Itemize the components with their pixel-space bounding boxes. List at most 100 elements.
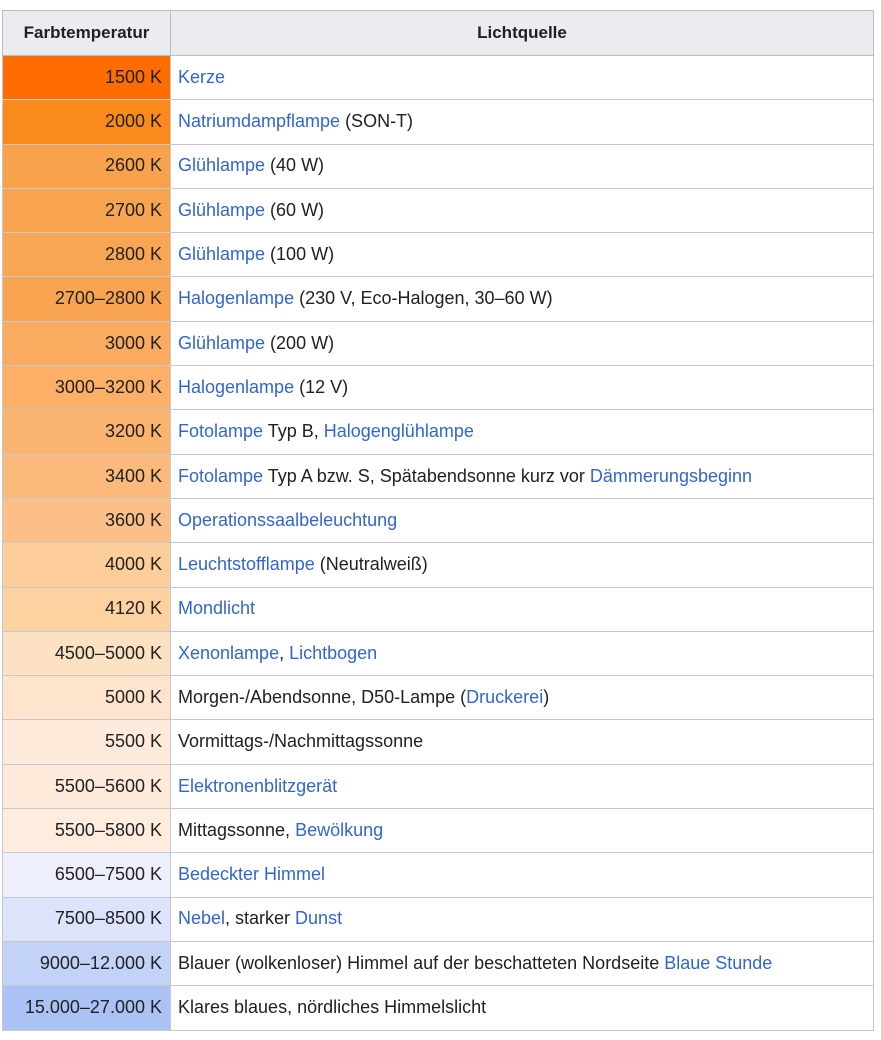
column-header-farbtemperatur: Farbtemperatur <box>2 10 171 56</box>
temp-cell: 3000–3200 K <box>2 365 171 411</box>
column-header-lichtquelle: Lichtquelle <box>170 10 874 56</box>
source-cell: Natriumdampflampe (SON-T) <box>170 99 874 145</box>
wiki-link[interactable]: Halogenglühlampe <box>323 421 474 442</box>
temp-cell: 3200 K <box>2 409 171 455</box>
wiki-link[interactable]: Mondlicht <box>178 598 256 619</box>
table-row: 5000 K Morgen-/Abendsonne, D50-Lampe (Dru… <box>2 675 874 721</box>
wiki-link[interactable]: Natriumdampflampe <box>178 111 341 132</box>
table-row: 1500 K Kerze <box>2 54 874 101</box>
temp-cell: 4120 K <box>2 586 171 632</box>
table-row: 7500–8500 K Nebel, starker Dunst <box>2 896 874 942</box>
source-cell: Glühlampe (100 W) <box>170 232 874 278</box>
wiki-link[interactable]: Nebel <box>178 908 226 929</box>
temp-cell: 2600 K <box>2 143 171 189</box>
table-row: 9000–12.000 K Blauer (wolkenloser) Himmel… <box>2 940 874 987</box>
temp-cell: 2700–2800 K <box>2 276 171 322</box>
table-row: 4000 K Leuchtstofflampe (Neutralweiß) <box>2 542 874 588</box>
plain-text: Vormittags-/Nachmittagssonne <box>178 731 424 752</box>
wiki-link[interactable]: Lichtbogen <box>289 642 378 663</box>
plain-text: Morgen-/Abendsonne, D50-Lampe ( <box>178 687 467 707</box>
plain-text: (100 W) <box>265 244 335 265</box>
source-cell: Morgen-/Abendsonne, D50-Lampe (Druckerei… <box>170 675 874 721</box>
temp-cell: 15.000–27.000 K <box>2 985 171 1031</box>
plain-text: (200 W) <box>265 332 335 353</box>
wiki-link[interactable]: Xenonlampe <box>178 642 280 663</box>
plain-text: , <box>279 642 290 663</box>
plain-text: (12 V) <box>294 376 349 397</box>
source-cell: Fotolampe Typ B, Halogenglühlampe <box>170 409 874 455</box>
wiki-link[interactable]: Operationssaalbeleuchtung <box>178 509 398 530</box>
wiki-link[interactable]: Bewölkung <box>295 819 384 840</box>
table-row: 3000–3200 K Halogenlampe (12 V) <box>2 365 874 411</box>
plain-text: (230 V, Eco-Halogen, 30–60 W) <box>294 288 553 309</box>
wiki-link[interactable]: Leuchtstofflampe <box>178 554 315 575</box>
table-row: 15.000–27.000 K Klares blaues, nördliches… <box>2 985 874 1031</box>
source-cell: Elektronenblitzgerät <box>170 763 874 810</box>
header-row: Farbtemperatur Lichtquelle <box>2 10 874 56</box>
source-cell: Mittagssonne, Bewölkung <box>170 808 874 854</box>
source-cell: Vormittags-/Nachmittagssonne <box>170 719 874 765</box>
source-cell: Glühlampe (200 W) <box>170 320 874 367</box>
wiki-link[interactable]: Dämmerungsbeginn <box>589 465 753 486</box>
plain-text: Mittagssonne, <box>178 819 296 840</box>
source-cell: Blauer (wolkenloser) Himmel auf der besc… <box>170 940 874 987</box>
source-cell: Fotolampe Typ A bzw. S, Spätabendsonne k… <box>170 453 874 499</box>
wiki-link[interactable]: Kerze <box>178 66 226 87</box>
wiki-link[interactable]: Druckerei <box>466 687 544 707</box>
temp-cell: 2000 K <box>2 99 171 145</box>
wiki-link[interactable]: Halogenlampe <box>178 376 295 397</box>
wiki-link[interactable]: Elektronenblitzgerät <box>178 775 338 796</box>
temp-cell: 4500–5000 K <box>2 630 171 677</box>
temp-cell: 5500–5800 K <box>2 808 171 854</box>
table-row: 5500 K Vormittags-/Nachmittagssonne <box>2 719 874 765</box>
table-row: 2700 K Glühlampe (60 W) <box>2 187 874 234</box>
temp-cell: 1500 K <box>2 54 171 101</box>
farbtemperatur-table: Farbtemperatur Lichtquelle 1500 K Kerze 20… <box>2 10 874 1031</box>
temp-cell: 7500–8500 K <box>2 896 171 942</box>
plain-text: Klares blaues, nördliches Himmelslicht <box>178 997 487 1018</box>
plain-text: (60 W) <box>265 199 325 220</box>
table-row: 2000 K Natriumdampflampe (SON-T) <box>2 99 874 145</box>
source-cell: Leuchtstofflampe (Neutralweiß) <box>170 542 874 588</box>
wiki-link[interactable]: Glühlampe <box>178 199 266 220</box>
table-row: 6500–7500 K Bedeckter Himmel <box>2 852 874 898</box>
temp-cell: 5500–5600 K <box>2 763 171 810</box>
plain-text: Typ A bzw. S, Spätabendsonne kurz vor <box>263 465 590 486</box>
table-row: 2700–2800 K Halogenlampe (230 V, Eco-Halo… <box>2 276 874 322</box>
source-cell: Kerze <box>170 54 874 101</box>
table-row: 2800 K Glühlampe (100 W) <box>2 232 874 278</box>
table-row: 5500–5800 K Mittagssonne, Bewölkung <box>2 808 874 854</box>
wiki-link[interactable]: Glühlampe <box>178 244 266 265</box>
temp-cell: 3000 K <box>2 320 171 367</box>
table-row: 2600 K Glühlampe (40 W) <box>2 143 874 189</box>
temp-cell: 6500–7500 K <box>2 852 171 898</box>
wiki-link[interactable]: Fotolampe <box>178 421 264 442</box>
source-cell: Glühlampe (40 W) <box>170 143 874 189</box>
plain-text: Typ B, <box>263 421 324 442</box>
temp-cell: 3400 K <box>2 453 171 499</box>
plain-text: (Neutralweiß) <box>314 554 428 575</box>
source-cell: Mondlicht <box>170 586 874 632</box>
wiki-link[interactable]: Blaue Stunde <box>664 952 773 973</box>
wiki-link[interactable]: Dunst <box>295 908 343 929</box>
wiki-link[interactable]: Glühlampe <box>178 332 266 353</box>
source-cell: Nebel, starker Dunst <box>170 896 874 942</box>
wiki-link[interactable]: Halogenlampe <box>178 288 295 309</box>
table-row: 4500–5000 K Xenonlampe, Lichtbogen <box>2 630 874 677</box>
temp-cell: 3600 K <box>2 497 171 544</box>
temp-cell: 2800 K <box>2 232 171 278</box>
source-cell: Halogenlampe (230 V, Eco-Halogen, 30–60 … <box>170 276 874 322</box>
wiki-link[interactable]: Bedeckter Himmel <box>178 864 326 885</box>
table-row: 3200 K Fotolampe Typ B, Halogenglühlampe <box>2 409 874 455</box>
temp-cell: 9000–12.000 K <box>2 940 171 987</box>
temp-cell: 5500 K <box>2 719 171 765</box>
wiki-link[interactable]: Fotolampe <box>178 465 264 486</box>
wiki-link[interactable]: Glühlampe <box>178 155 266 176</box>
temp-cell: 5000 K <box>2 675 171 721</box>
source-cell: Klares blaues, nördliches Himmelslicht <box>170 985 874 1031</box>
plain-text: (SON-T) <box>340 111 414 132</box>
table-row: 3600 K Operationssaalbeleuchtung <box>2 497 874 544</box>
table-header: Farbtemperatur Lichtquelle <box>2 10 874 56</box>
